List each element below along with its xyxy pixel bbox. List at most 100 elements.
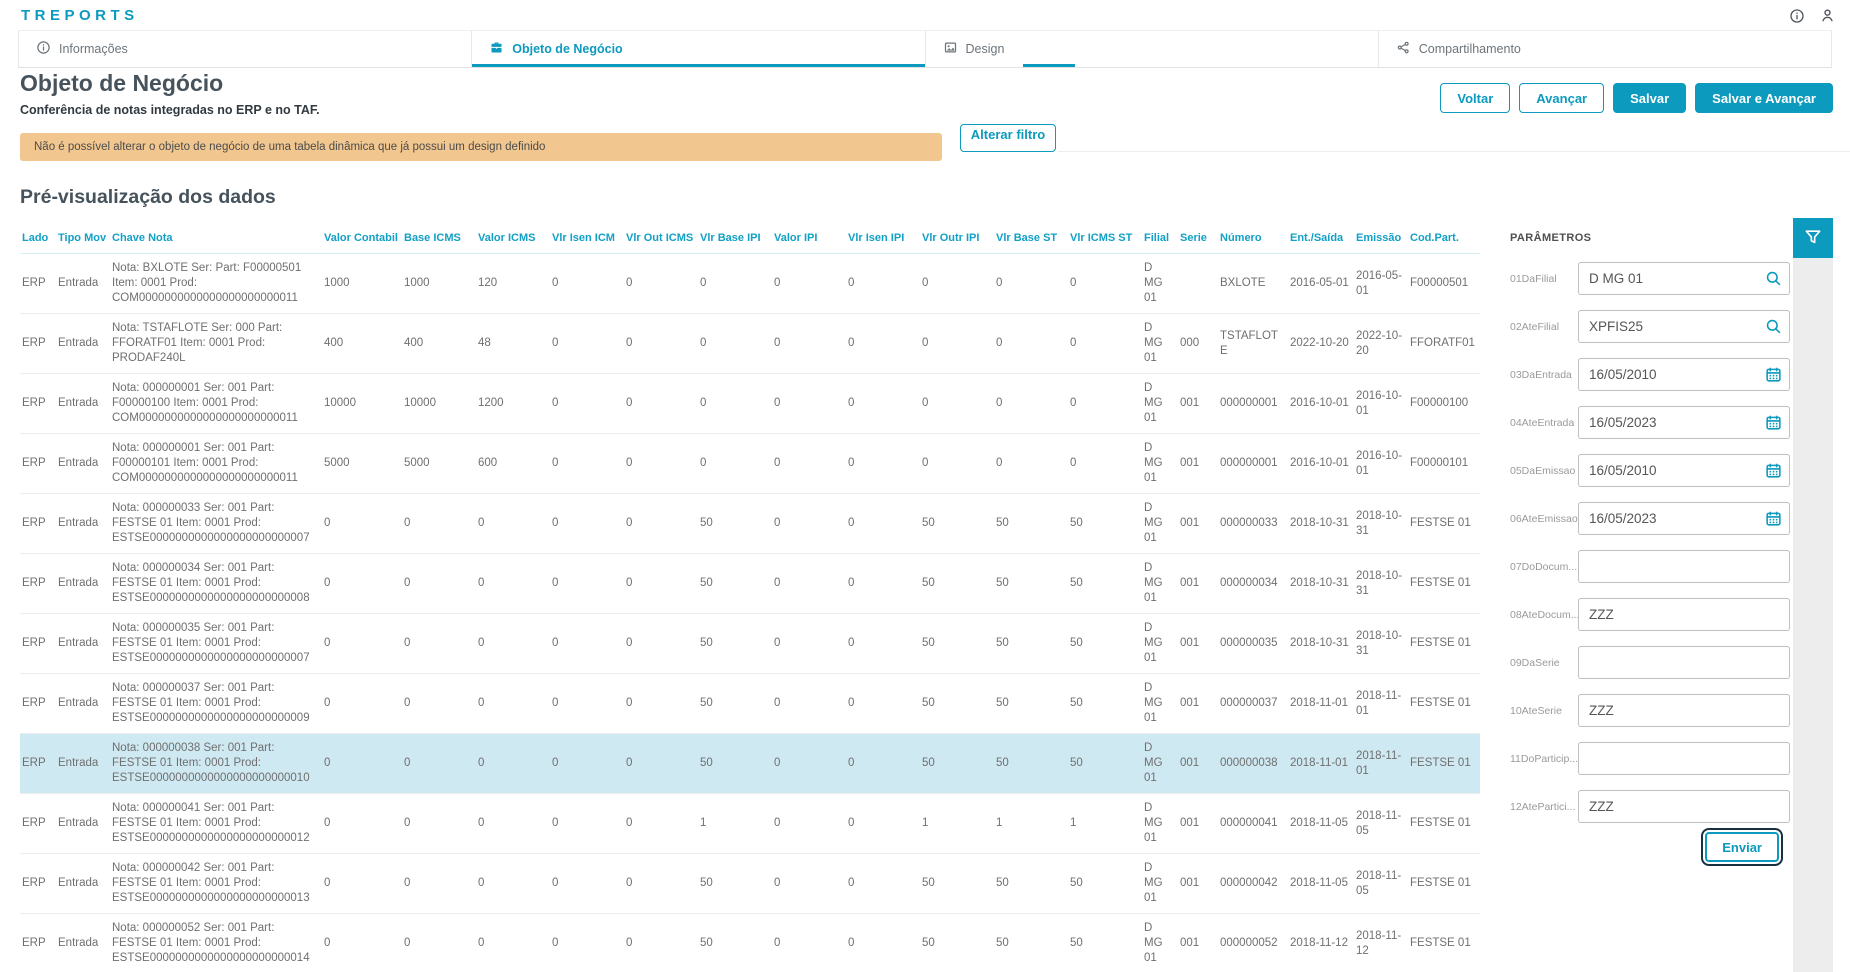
table-row[interactable]: ERP Entrada Nota: 000000052 Ser: 001 Part…	[20, 914, 1480, 972]
column-header[interactable]: Chave Nota	[110, 224, 322, 254]
parameter-input[interactable]	[1578, 310, 1790, 343]
table-row[interactable]: ERP Entrada Nota: 000000034 Ser: 001 Part…	[20, 554, 1480, 614]
parameter-input[interactable]	[1578, 598, 1790, 631]
column-header[interactable]: Vlr ICMS ST	[1068, 224, 1142, 254]
column-header[interactable]: Tipo Mov	[56, 224, 110, 254]
column-header[interactable]: Lado	[20, 224, 56, 254]
parameter-label: 03DaEntrada	[1510, 368, 1572, 381]
column-header[interactable]: Cod.Part.	[1408, 224, 1480, 254]
table-row[interactable]: ERP Entrada Nota: 000000037 Ser: 001 Part…	[20, 674, 1480, 734]
table-row[interactable]: ERP Entrada Nota: 000000033 Ser: 001 Part…	[20, 494, 1480, 554]
parameter-field: 07DoDocum...	[1510, 550, 1790, 583]
parameter-field: 09DaSerie	[1510, 646, 1790, 679]
column-header[interactable]: Vlr Outr IPI	[920, 224, 994, 254]
calendar-icon[interactable]	[1764, 509, 1783, 528]
table-row[interactable]: ERP Entrada Nota: 000000035 Ser: 001 Part…	[20, 614, 1480, 674]
column-header[interactable]: Emissão	[1354, 224, 1408, 254]
filter-funnel-button[interactable]	[1793, 218, 1833, 258]
user-icon[interactable]	[1819, 7, 1836, 24]
parameter-input[interactable]	[1578, 262, 1790, 295]
tab-label: Informações	[59, 42, 128, 56]
tab-compartilhamento[interactable]: Compartilhamento	[1377, 31, 1832, 67]
enviar-button[interactable]: Enviar	[1701, 828, 1783, 866]
parameter-input[interactable]	[1578, 502, 1790, 535]
parameter-label: 08AteDocum...	[1510, 608, 1578, 621]
tab-objeto-de-negocio[interactable]: Objeto de Negócio	[471, 31, 924, 67]
parameter-input[interactable]	[1578, 790, 1790, 823]
column-header[interactable]: Vlr Isen ICM	[550, 224, 624, 254]
tab-label: Compartilhamento	[1418, 42, 1521, 56]
panel-edge-divider	[1058, 151, 1850, 152]
info-circle-icon	[36, 40, 51, 58]
parameter-input[interactable]	[1578, 694, 1790, 727]
column-header[interactable]: Vlr Out ICMS	[624, 224, 698, 254]
parameter-field: 02AteFilial	[1510, 310, 1790, 343]
parameter-input[interactable]	[1578, 646, 1790, 679]
info-icon[interactable]	[1789, 8, 1805, 24]
preview-title: Pré-visualização dos dados	[20, 186, 276, 208]
parameter-label: 01DaFilial	[1510, 272, 1557, 285]
parameter-label: 11DoParticip...	[1510, 752, 1578, 765]
column-header[interactable]: Vlr Isen IPI	[846, 224, 920, 254]
parameter-label: 07DoDocum...	[1510, 560, 1578, 573]
parameters-title: PARÂMETROS	[1510, 232, 1592, 244]
parameter-input[interactable]	[1578, 742, 1790, 775]
parameter-input[interactable]	[1578, 550, 1790, 583]
column-header[interactable]: Vlr Base IPI	[698, 224, 772, 254]
column-header[interactable]: Vlr Base ST	[994, 224, 1068, 254]
table-row[interactable]: ERP Entrada Nota: 000000038 Ser: 001 Part…	[20, 733, 1480, 794]
search-icon[interactable]	[1764, 269, 1783, 288]
column-header[interactable]: Valor Contabil	[322, 224, 402, 254]
column-header[interactable]: Filial	[1142, 224, 1178, 254]
table-row[interactable]: ERP Entrada Nota: 000000001 Ser: 001 Part…	[20, 374, 1480, 434]
alterar-filtro-button[interactable]: Alterar filtro	[960, 124, 1056, 152]
column-header[interactable]: Número	[1218, 224, 1288, 254]
table-row[interactable]: ERP Entrada Nota: BXLOTE Ser: Part: F0000…	[20, 254, 1480, 314]
page-title: Objeto de Negócio	[20, 70, 224, 96]
funnel-icon	[1803, 227, 1823, 250]
briefcase-icon	[489, 40, 504, 58]
column-header[interactable]: Ent./Saída	[1288, 224, 1354, 254]
treports-logo: TREPORTS	[21, 7, 139, 24]
collapsed-filter-rail	[1793, 258, 1833, 972]
table-row[interactable]: ERP Entrada Nota: 000000001 Ser: 001 Part…	[20, 434, 1480, 494]
salvar-e-avancar-button[interactable]: Salvar e Avançar	[1695, 83, 1833, 113]
column-header[interactable]: Valor IPI	[772, 224, 846, 254]
parameter-label: 02AteFilial	[1510, 320, 1560, 333]
tab-bar: Informações Objeto de Negócio Design Com…	[18, 30, 1832, 68]
table-row[interactable]: ERP Entrada Nota: 000000041 Ser: 001 Part…	[20, 794, 1480, 854]
parameter-label: 05DaEmissao	[1510, 464, 1576, 477]
table-row[interactable]: ERP Entrada Nota: TSTAFLOTE Ser: 000 Part…	[20, 314, 1480, 374]
tab-design[interactable]: Design	[924, 31, 1378, 67]
parameter-label: 12AtePartici...	[1510, 800, 1576, 813]
parameter-field: 10AteSerie	[1510, 694, 1790, 727]
parameter-field: 04AteEntrada	[1510, 406, 1790, 439]
parameter-input[interactable]	[1578, 358, 1790, 391]
column-header[interactable]: Serie	[1178, 224, 1218, 254]
parameter-label: 06AteEmissao	[1510, 512, 1578, 525]
calendar-icon[interactable]	[1764, 413, 1783, 432]
calendar-icon[interactable]	[1764, 461, 1783, 480]
tab-label: Design	[965, 42, 1005, 56]
column-header[interactable]: Valor ICMS	[476, 224, 550, 254]
tab-label: Objeto de Negócio	[512, 42, 623, 56]
search-icon[interactable]	[1764, 317, 1783, 336]
parameter-field: 08AteDocum...	[1510, 598, 1790, 631]
header-actions: Voltar Avançar Salvar Salvar e Avançar	[1440, 83, 1833, 113]
calendar-icon[interactable]	[1764, 365, 1783, 384]
voltar-button[interactable]: Voltar	[1440, 83, 1511, 113]
parameter-field: 12AtePartici...	[1510, 790, 1790, 823]
avancar-button[interactable]: Avançar	[1519, 83, 1605, 113]
parameter-label: 10AteSerie	[1510, 704, 1562, 717]
parameter-field: 11DoParticip...	[1510, 742, 1790, 775]
tab-informacoes[interactable]: Informações	[18, 31, 471, 67]
parameter-label: 09DaSerie	[1510, 656, 1560, 669]
parameter-field: 01DaFilial	[1510, 262, 1790, 295]
parameter-input[interactable]	[1578, 406, 1790, 439]
salvar-button[interactable]: Salvar	[1613, 83, 1687, 113]
image-icon	[943, 40, 958, 58]
table-row[interactable]: ERP Entrada Nota: 000000042 Ser: 001 Part…	[20, 854, 1480, 914]
parameter-input[interactable]	[1578, 454, 1790, 487]
column-header[interactable]: Base ICMS	[402, 224, 476, 254]
